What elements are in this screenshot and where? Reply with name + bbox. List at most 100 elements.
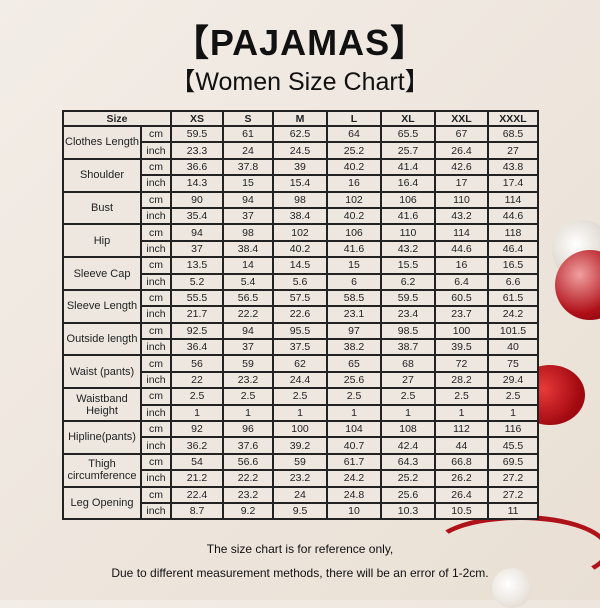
table-row: inch 36.2 37.6 39.2 40.7 42.4 44 45.5	[63, 436, 540, 455]
size-value: 1	[272, 403, 329, 423]
table-row: inch 5.2 5.4 5.6 6 6.2 6.4 6.6	[63, 272, 540, 291]
size-value: 11	[487, 501, 540, 521]
size-value: 59	[222, 354, 275, 373]
table-row: inch 14.3 15 15.4 16 16.4 17 17.4	[63, 174, 540, 193]
size-value: 56.5	[222, 288, 275, 308]
size-value: 62.5	[272, 124, 329, 144]
size-value: 64.3	[380, 452, 437, 472]
size-value: 16	[326, 174, 383, 193]
table-row: inch 35.4 37 38.4 40.2 41.6 43.2 44.6	[63, 206, 540, 226]
size-value: 17.4	[487, 174, 540, 193]
size-value: 37.5	[272, 338, 329, 357]
table-row: Leg Opening cm 22.4 23.2 24 24.8 25.6 26.4 27.2	[62, 485, 540, 521]
size-value: 96	[222, 420, 275, 439]
size-value: 27.2	[487, 469, 540, 488]
size-value: 25.2	[326, 141, 383, 160]
unit-label: inch	[139, 338, 173, 357]
size-value: 15.4	[272, 174, 329, 193]
table-row: inch 1 1 1 1 1 1 1	[63, 403, 540, 423]
table-row: inch 37 38.4 40.2 41.6 43.2 44.6 46.4	[63, 239, 540, 259]
measure-label: Outside length	[62, 321, 142, 357]
measure-label: Thigh circumference	[62, 452, 142, 488]
size-value: 41.6	[380, 206, 437, 226]
size-value: 64	[326, 124, 383, 144]
size-value: 26.4	[434, 141, 490, 160]
size-value: 25.6	[326, 370, 383, 390]
size-value: 118	[487, 223, 540, 242]
size-value: 29.4	[487, 370, 540, 390]
unit-label: cm	[139, 387, 173, 406]
size-header: Size	[61, 110, 173, 127]
size-value: 23.2	[222, 370, 275, 390]
size-value: 39.2	[272, 436, 329, 455]
size-value: 14.5	[272, 256, 329, 275]
size-value: 22.4	[170, 485, 225, 505]
size-value: 2.5	[272, 387, 329, 406]
size-value: 27.2	[487, 485, 540, 505]
size-value: 37.6	[222, 436, 275, 455]
size-value: 2.5	[326, 387, 383, 406]
size-value: 57.5	[272, 288, 329, 308]
size-value: 67	[434, 124, 490, 144]
size-value: 100	[272, 420, 329, 439]
size-value: 23.1	[326, 305, 383, 324]
size-value: 15	[326, 256, 383, 275]
size-value: 55.5	[170, 288, 225, 308]
size-value: 102	[272, 223, 329, 242]
size-value: 5.4	[222, 272, 275, 291]
size-value: 36.4	[170, 338, 225, 357]
size-value: 1	[487, 403, 540, 423]
size-header-s: S	[222, 110, 275, 127]
unit-label: cm	[139, 354, 173, 373]
size-value: 23.2	[272, 469, 329, 488]
size-value: 43.2	[434, 206, 490, 226]
size-value: 25.7	[380, 141, 437, 160]
size-value: 110	[380, 223, 437, 242]
size-value: 106	[380, 190, 437, 209]
size-value: 41.6	[326, 239, 383, 259]
page-subtitle: 【Women Size Chart】	[170, 68, 430, 96]
size-value: 16.4	[380, 174, 437, 193]
size-value: 59	[272, 452, 329, 472]
size-value: 44.6	[487, 206, 540, 226]
size-value: 24.2	[326, 469, 383, 488]
size-value: 2.5	[487, 387, 540, 406]
size-value: 6	[326, 272, 383, 291]
size-value: 23.2	[222, 485, 275, 505]
size-value: 40.2	[326, 157, 383, 177]
size-header-xxxl: XXXL	[487, 110, 540, 127]
size-value: 21.7	[170, 305, 225, 324]
size-value: 66.8	[434, 452, 490, 472]
note-line-1: The size chart is for reference only,	[206, 542, 394, 556]
size-value: 21.2	[170, 469, 225, 488]
size-value: 16	[434, 256, 490, 275]
size-chart-table: Size XS S M L XL XXL XXXL Clothes Length cm 59.5…	[61, 110, 540, 521]
table-row: inch 8.7 9.2 9.5 10 10.3 10.5 11	[63, 501, 540, 521]
table-row: inch 21.2 22.2 23.2 24.2 25.2 26.2 27.2	[63, 469, 540, 488]
size-value: 43.2	[380, 239, 437, 259]
table-row: inch 22 23.2 24.4 25.6 27 28.2 29.4	[63, 370, 540, 390]
unit-label: inch	[139, 239, 173, 259]
unit-label: inch	[139, 469, 173, 488]
size-value: 38.4	[222, 239, 275, 259]
size-value: 98.5	[380, 321, 437, 341]
size-value: 27	[487, 141, 540, 160]
size-value: 40.7	[326, 436, 383, 455]
measure-label: Sleeve Length	[62, 288, 142, 324]
size-value: 1	[326, 403, 383, 423]
unit-label: inch	[139, 403, 173, 423]
size-value: 102	[326, 190, 383, 209]
size-value: 25.6	[380, 485, 437, 505]
table-row: Sleeve Cap cm 13.5 14 14.5 15 15.5 16 16.5	[62, 256, 540, 291]
unit-label: inch	[139, 206, 173, 226]
size-value: 24.4	[272, 370, 329, 390]
size-value: 38.2	[326, 338, 383, 357]
size-value: 94	[222, 321, 275, 341]
page-title: 【PAJAMAS】	[172, 22, 428, 63]
size-value: 27	[380, 370, 437, 390]
size-value: 6.4	[434, 272, 490, 291]
size-value: 37	[222, 206, 275, 226]
size-value: 94	[170, 223, 225, 242]
size-value: 41.4	[380, 157, 437, 177]
size-value: 112	[434, 420, 490, 439]
